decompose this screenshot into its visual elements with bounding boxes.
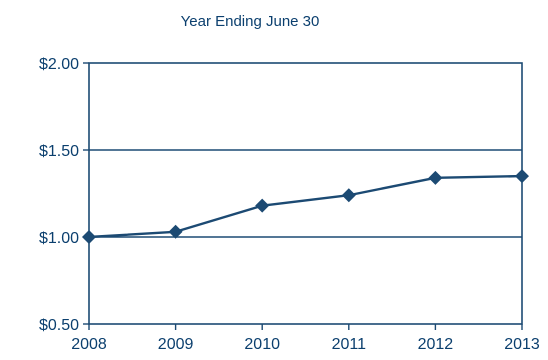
x-tick-label: 2010 xyxy=(244,336,280,353)
y-tick-label: $2.00 xyxy=(39,56,79,73)
x-tick-label: 2013 xyxy=(504,336,540,353)
plot-frame xyxy=(88,62,523,325)
y-tick-label: $1.00 xyxy=(39,230,79,247)
series-line xyxy=(88,174,523,239)
series-markers xyxy=(82,169,529,244)
data-point-2013 xyxy=(515,169,529,184)
x-tick-label: 2008 xyxy=(71,336,107,353)
data-point-2011 xyxy=(341,188,356,203)
plot-border xyxy=(88,62,523,325)
y-tick-label: $0.50 xyxy=(39,317,79,334)
data-point-2008 xyxy=(82,230,96,244)
data-point-2009 xyxy=(168,224,183,239)
x-tick-label: 2011 xyxy=(332,336,367,353)
data-point-2010 xyxy=(255,198,270,213)
x-tick-label: 2012 xyxy=(418,336,454,353)
y-tick-label: $1.50 xyxy=(39,143,79,160)
chart-title: Year Ending June 30 xyxy=(181,13,320,30)
y-axis-ticks: $0.50 $1.00 $1.50 $2.00 xyxy=(39,56,89,334)
gridlines xyxy=(89,149,522,238)
series-polyline xyxy=(88,174,523,239)
data-point-2012 xyxy=(428,170,443,185)
x-axis-ticks: 2008 2009 2010 2011 2012 2013 xyxy=(71,324,540,353)
x-tick-label: 2009 xyxy=(158,336,194,353)
